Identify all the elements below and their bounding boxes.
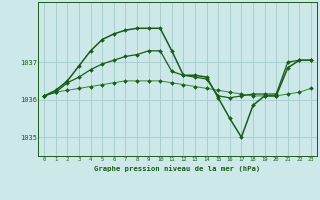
X-axis label: Graphe pression niveau de la mer (hPa): Graphe pression niveau de la mer (hPa) xyxy=(94,165,261,172)
